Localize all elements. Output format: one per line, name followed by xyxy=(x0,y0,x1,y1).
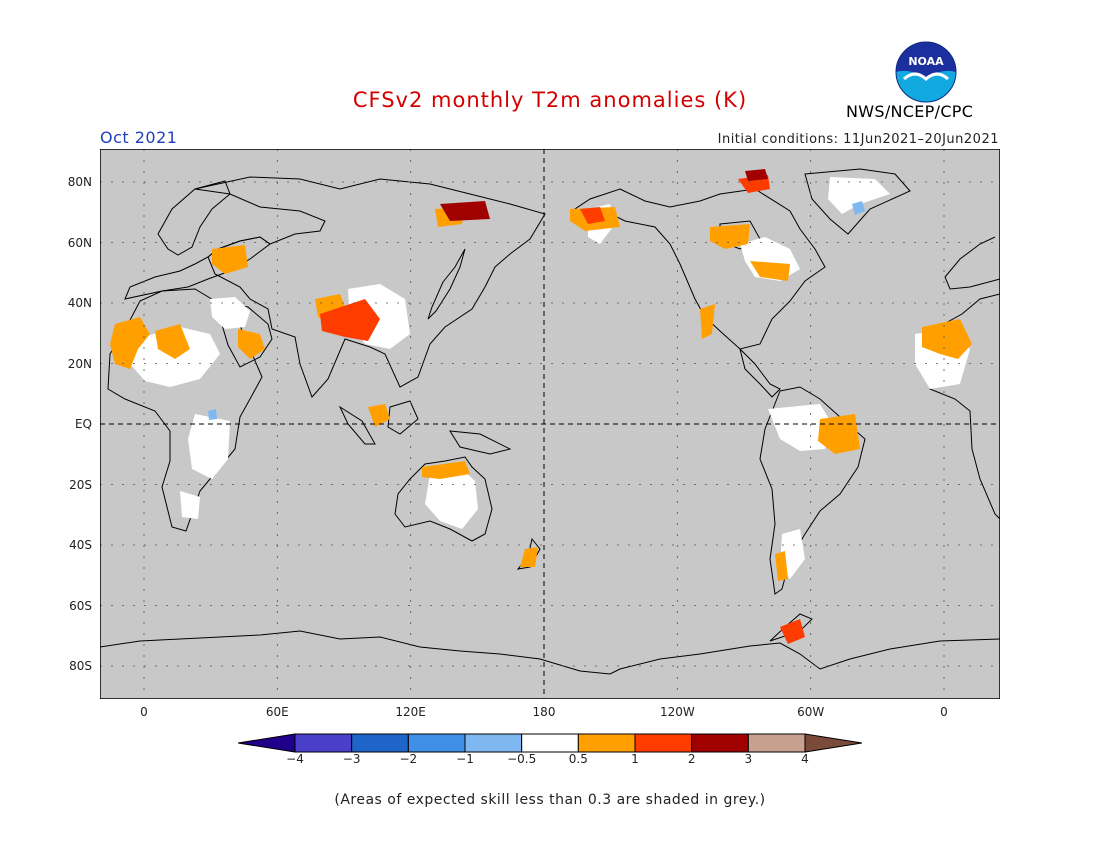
coastline-newguinea xyxy=(449,430,512,455)
coastline-europe-wrap xyxy=(944,236,1000,290)
latitude-label: 60N xyxy=(67,235,92,250)
colorbar-swatch xyxy=(521,733,579,753)
colorbar-label: −0.5 xyxy=(507,752,537,766)
colorbar-swatch xyxy=(747,733,806,753)
colorbar-swatch xyxy=(407,733,466,753)
colorbar-label: 0.5 xyxy=(568,752,588,766)
colorbar-swatch xyxy=(577,733,636,753)
colorbar-swatch xyxy=(464,733,523,753)
orange-west-africa xyxy=(110,317,150,369)
colorbar-label: 1 xyxy=(631,752,639,766)
colorbar-label: −2 xyxy=(399,752,418,766)
longitude-label: 60E xyxy=(265,705,289,719)
coastline-asia xyxy=(194,176,546,398)
colorbar-swatch xyxy=(691,733,749,753)
coastline-sumatra xyxy=(338,405,376,445)
colorbar-swatch xyxy=(634,733,693,753)
lightblue-greenland xyxy=(852,201,865,215)
colorbar-label: −4 xyxy=(286,752,304,766)
orange-new-zealand xyxy=(520,547,538,567)
strong-warm-areas xyxy=(320,175,805,644)
colorbar-low-extension xyxy=(238,733,296,753)
colorbar-label: −1 xyxy=(456,752,474,766)
latitude-label: 60S xyxy=(69,598,92,613)
coastline-antarctica xyxy=(100,630,1000,675)
white-middle-east xyxy=(210,297,250,329)
white-south-africa xyxy=(180,491,200,519)
svg-text:NOAA: NOAA xyxy=(908,55,944,68)
longitude-label: 120E xyxy=(395,705,426,719)
valid-month-label: Oct 2021 xyxy=(100,128,178,147)
coastline-scandinavia xyxy=(157,180,231,256)
darkred-arctic-canada xyxy=(745,169,768,181)
white-australia xyxy=(425,467,478,529)
coastline-australia xyxy=(394,456,493,542)
orange-arabia xyxy=(238,329,265,359)
white-greenland xyxy=(828,177,890,214)
skill-footnote: (Areas of expected skill less than 0.3 a… xyxy=(334,792,766,808)
latitude-label: 80S xyxy=(69,659,92,673)
colorbar-swatch xyxy=(294,733,353,753)
lightblue-africa xyxy=(208,409,217,420)
longitude-label: 60W xyxy=(797,705,825,719)
coastline-greenland xyxy=(804,168,911,235)
white-east-africa xyxy=(188,414,230,479)
coastline-africa-wrap xyxy=(927,293,1000,520)
coastline-arabia xyxy=(214,300,273,368)
red-central-asia xyxy=(320,299,380,341)
colorbar-swatch xyxy=(351,733,409,753)
initial-conditions-label: Initial conditions: 11Jun2021–20Jun2021 xyxy=(717,132,999,147)
red-kamchatka xyxy=(580,207,605,224)
longitude-label: 120W xyxy=(659,705,695,719)
colorbar-label: −3 xyxy=(342,752,361,766)
orange-us-southwest xyxy=(700,304,715,339)
latitude-label: 40S xyxy=(69,538,92,552)
latitude-label: EQ xyxy=(74,417,92,431)
longitude-label: 180 xyxy=(532,705,556,719)
orange-africa-wrap xyxy=(922,319,972,359)
darkred-siberia xyxy=(440,201,490,221)
colorbar-high-extension xyxy=(804,733,862,753)
latitude-label: 20S xyxy=(69,477,92,492)
orange-chile xyxy=(775,551,788,581)
latitude-label: 20N xyxy=(67,356,92,371)
coastline-japan xyxy=(427,248,466,320)
colorbar-label: 4 xyxy=(801,752,809,766)
orange-australia-north xyxy=(422,461,470,479)
orange-scandinavia xyxy=(212,245,248,274)
red-antarctic-peninsula xyxy=(780,619,805,644)
colorbar-label: 2 xyxy=(687,752,696,766)
map-title: CFSv2 monthly T2m anomalies (K) xyxy=(352,88,748,112)
cool-anomaly-areas xyxy=(208,201,865,420)
longitude-label: 0 xyxy=(140,705,148,719)
orange-sahel xyxy=(155,324,190,359)
colorbar-label: 3 xyxy=(744,752,753,766)
anomaly-map xyxy=(100,149,1000,699)
orange-quebec xyxy=(750,261,790,281)
latitude-label: 80N xyxy=(67,175,92,189)
noaa-logo: NOAA xyxy=(895,41,957,103)
organization-label: NWS/NCEP/CPC xyxy=(846,102,974,121)
longitude-label: 0 xyxy=(940,705,948,719)
colorbar xyxy=(238,733,862,753)
latitude-label: 40N xyxy=(67,296,92,310)
warm-anomaly-areas xyxy=(110,207,972,581)
very-strong-warm-areas xyxy=(440,169,768,221)
orange-seasia xyxy=(368,404,390,427)
coastline-central-america xyxy=(739,347,781,398)
